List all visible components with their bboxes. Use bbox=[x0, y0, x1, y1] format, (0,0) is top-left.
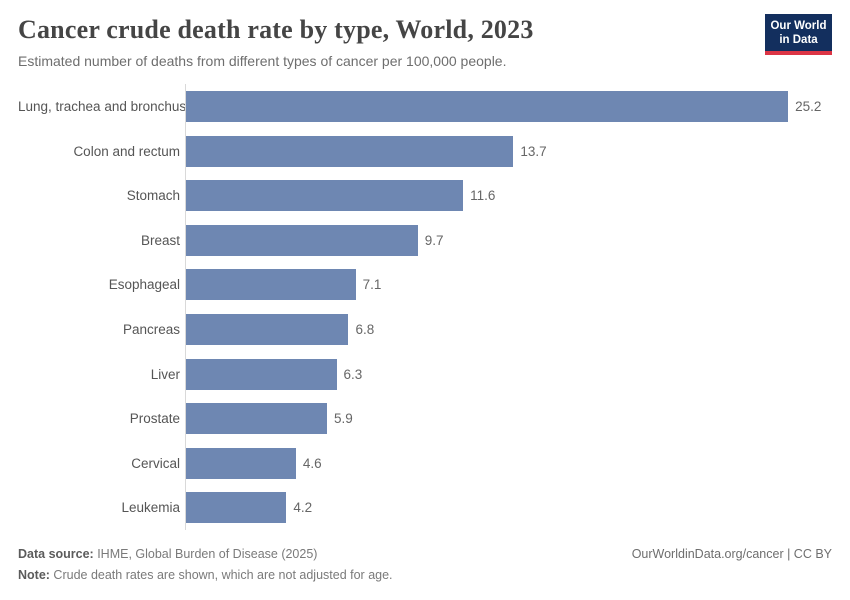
bar-row: Cervical 4.6 bbox=[18, 440, 832, 486]
category-label: Lung, trachea and bronchus bbox=[18, 98, 187, 114]
bar-row: Stomach 11.6 bbox=[18, 173, 832, 218]
bar[interactable] bbox=[186, 180, 464, 212]
value-label: 11.6 bbox=[470, 188, 496, 204]
bar-track: 9.7 bbox=[185, 217, 832, 263]
page-title: Cancer crude death rate by type, World, … bbox=[18, 15, 534, 44]
bar[interactable] bbox=[186, 313, 349, 345]
bar-row: Leukemia 4.2 bbox=[18, 485, 832, 531]
footer-left: Data source: IHME, Global Burden of Dise… bbox=[18, 544, 393, 586]
value-label: 5.9 bbox=[333, 411, 353, 427]
bar[interactable] bbox=[186, 492, 287, 524]
bar-row: Lung, trachea and bronchus 25.2 bbox=[18, 84, 832, 129]
value-label: 13.7 bbox=[520, 143, 547, 159]
bar-track: 4.6 bbox=[185, 440, 832, 486]
note-line: Note: Crude death rates are shown, which… bbox=[18, 565, 393, 586]
note-text: Crude death rates are shown, which are n… bbox=[49, 568, 393, 583]
category-label: Colon and rectum bbox=[73, 143, 180, 159]
value-label: 4.6 bbox=[302, 455, 322, 471]
bar-track: 7.1 bbox=[185, 262, 832, 308]
bar-chart: Lung, trachea and bronchus 25.2 Colon and … bbox=[18, 84, 832, 531]
bar-track: 25.2 bbox=[185, 84, 832, 129]
bar-track: 4.2 bbox=[185, 485, 832, 531]
data-source-line: Data source: IHME, Global Burden of Dise… bbox=[18, 544, 393, 565]
category-label: Esophageal bbox=[108, 277, 180, 293]
bar-track: 6.3 bbox=[185, 351, 832, 397]
owid-logo-text-line1: Our World bbox=[770, 20, 827, 32]
bar-track: 5.9 bbox=[185, 396, 832, 441]
bar-row: Esophageal 7.1 bbox=[18, 262, 832, 308]
footer: Data source: IHME, Global Burden of Dise… bbox=[18, 544, 832, 586]
chart-rows: Lung, trachea and bronchus 25.2 Colon and … bbox=[18, 84, 832, 531]
owid-logo[interactable]: Our World in Data bbox=[765, 14, 832, 55]
bar-track: 6.8 bbox=[185, 307, 832, 352]
chart-subtitle: Estimated number of deaths from differen… bbox=[18, 53, 507, 70]
bar-row: Breast 9.7 bbox=[18, 217, 832, 263]
data-source-text: IHME, Global Burden of Disease (2025) bbox=[93, 547, 318, 562]
category-label: Leukemia bbox=[121, 500, 180, 516]
bar-row: Liver 6.3 bbox=[18, 351, 832, 397]
value-label: 4.2 bbox=[293, 500, 313, 516]
bar[interactable] bbox=[186, 269, 356, 301]
bar[interactable] bbox=[186, 403, 327, 435]
bar-track: 13.7 bbox=[185, 128, 832, 174]
bar-row: Prostate 5.9 bbox=[18, 396, 832, 441]
category-label: Liver bbox=[150, 366, 180, 382]
note-label: Note: bbox=[18, 568, 50, 583]
value-label: 7.1 bbox=[362, 277, 382, 293]
bar[interactable] bbox=[186, 90, 789, 122]
bar-row: Pancreas 6.8 bbox=[18, 307, 832, 352]
bar[interactable] bbox=[186, 358, 337, 390]
category-label: Prostate bbox=[129, 411, 180, 427]
value-label: 6.3 bbox=[343, 366, 363, 382]
bar-track: 11.6 bbox=[185, 173, 832, 218]
bar[interactable] bbox=[186, 135, 514, 167]
value-label: 9.7 bbox=[424, 232, 444, 248]
category-label: Breast bbox=[140, 232, 180, 248]
bar[interactable] bbox=[186, 447, 296, 479]
bar-row: Colon and rectum 13.7 bbox=[18, 128, 832, 174]
category-label: Stomach bbox=[126, 188, 180, 204]
category-label: Pancreas bbox=[122, 321, 180, 337]
value-label: 6.8 bbox=[355, 321, 375, 337]
value-label: 25.2 bbox=[795, 98, 822, 114]
bar[interactable] bbox=[186, 224, 418, 256]
owid-logo-text-line2: in Data bbox=[779, 34, 818, 46]
license-attribution: OurWorldinData.org/cancer | CC BY bbox=[631, 547, 832, 562]
data-source-label: Data source: bbox=[18, 547, 94, 562]
header: Cancer crude death rate by type, World, … bbox=[18, 14, 832, 69]
category-label: Cervical bbox=[131, 455, 180, 471]
